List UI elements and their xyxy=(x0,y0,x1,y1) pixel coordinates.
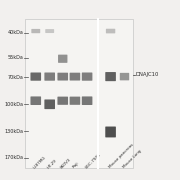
Text: SGC-7901: SGC-7901 xyxy=(84,152,102,170)
Text: 100kDa: 100kDa xyxy=(4,102,23,107)
FancyBboxPatch shape xyxy=(30,73,41,81)
FancyBboxPatch shape xyxy=(58,55,68,63)
FancyBboxPatch shape xyxy=(105,127,116,137)
Text: HT-29: HT-29 xyxy=(47,158,58,170)
FancyBboxPatch shape xyxy=(57,97,68,105)
FancyBboxPatch shape xyxy=(31,29,40,33)
FancyBboxPatch shape xyxy=(25,19,133,168)
Text: 170kDa: 170kDa xyxy=(4,155,23,160)
Text: DNAJC10: DNAJC10 xyxy=(136,72,159,77)
FancyBboxPatch shape xyxy=(82,73,92,81)
FancyBboxPatch shape xyxy=(44,100,55,109)
Text: U-87MG: U-87MG xyxy=(33,155,48,170)
Text: Raji: Raji xyxy=(72,161,80,170)
Text: Mouse pancreas: Mouse pancreas xyxy=(108,143,134,170)
Text: 55kDa: 55kDa xyxy=(7,55,23,60)
FancyBboxPatch shape xyxy=(44,73,55,81)
FancyBboxPatch shape xyxy=(106,29,115,33)
FancyBboxPatch shape xyxy=(30,96,41,105)
Text: 130kDa: 130kDa xyxy=(4,129,23,134)
Text: Mouse Lung: Mouse Lung xyxy=(122,149,142,170)
Text: 70kDa: 70kDa xyxy=(7,75,23,80)
Text: SKOV3: SKOV3 xyxy=(60,157,72,170)
FancyBboxPatch shape xyxy=(57,73,68,80)
FancyBboxPatch shape xyxy=(45,29,54,33)
FancyBboxPatch shape xyxy=(105,72,116,81)
FancyBboxPatch shape xyxy=(70,73,80,80)
Text: 40kDa: 40kDa xyxy=(7,30,23,35)
FancyBboxPatch shape xyxy=(120,73,129,80)
FancyBboxPatch shape xyxy=(70,97,80,105)
FancyBboxPatch shape xyxy=(82,96,92,105)
